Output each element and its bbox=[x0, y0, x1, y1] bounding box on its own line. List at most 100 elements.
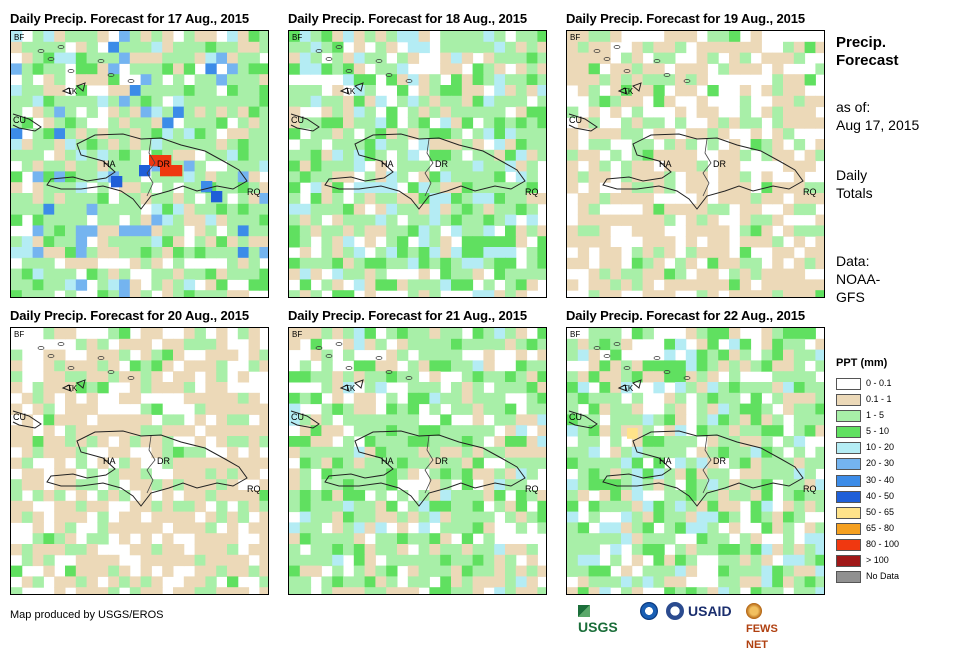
precip-cell bbox=[750, 587, 762, 594]
precip-cell bbox=[483, 106, 495, 118]
precip-cell bbox=[205, 214, 217, 226]
precip-cell bbox=[332, 41, 344, 54]
precip-cell bbox=[97, 63, 109, 75]
precip-cell bbox=[750, 193, 762, 205]
precip-cell bbox=[599, 338, 611, 351]
ha-label: HA bbox=[103, 159, 116, 169]
precip-cell bbox=[610, 279, 622, 291]
precip-cell bbox=[440, 349, 452, 361]
islet-outline bbox=[37, 49, 45, 53]
precip-cell bbox=[739, 171, 752, 183]
precip-cell bbox=[227, 436, 239, 448]
legend-label: 80 - 100 bbox=[866, 538, 900, 549]
legend-swatch bbox=[836, 522, 861, 535]
precip-cell bbox=[227, 554, 239, 567]
precip-cell bbox=[237, 106, 250, 118]
precip-cell bbox=[259, 41, 268, 54]
precip-cell bbox=[227, 182, 239, 194]
precip-cell bbox=[183, 587, 196, 594]
precip-cell bbox=[610, 268, 622, 280]
precip-cell bbox=[397, 468, 409, 480]
precip-cell bbox=[160, 155, 172, 167]
precip-cell bbox=[515, 500, 528, 513]
precip-cell bbox=[310, 63, 322, 75]
precip-cell bbox=[364, 436, 376, 448]
islet-outline bbox=[325, 57, 333, 61]
precip-cell bbox=[140, 382, 152, 394]
precip-cell bbox=[621, 338, 633, 351]
precip-cell bbox=[375, 533, 387, 545]
precip-cell bbox=[526, 85, 538, 97]
precip-cell bbox=[162, 290, 174, 297]
precip-cell bbox=[343, 74, 355, 86]
precip-cell bbox=[205, 236, 217, 248]
precip-cell bbox=[483, 236, 495, 248]
precip-cell bbox=[97, 338, 109, 351]
precip-cell bbox=[43, 490, 55, 502]
precip-cell bbox=[815, 522, 824, 534]
precip-cell bbox=[610, 436, 622, 448]
precip-cell bbox=[472, 338, 484, 351]
precip-cell bbox=[451, 490, 463, 502]
precip-cell bbox=[43, 382, 55, 394]
precip-cell bbox=[761, 446, 773, 459]
precip-cell bbox=[610, 479, 622, 491]
precip-cell bbox=[227, 403, 239, 415]
precip-cell bbox=[407, 533, 420, 545]
precip-cell bbox=[577, 85, 590, 97]
precip-cell bbox=[227, 41, 239, 54]
precip-cell bbox=[75, 414, 88, 426]
precip-cell bbox=[537, 446, 546, 459]
precip-cell bbox=[599, 171, 611, 183]
precip-cell bbox=[537, 500, 546, 513]
precip-cell bbox=[515, 182, 528, 194]
precip-cell bbox=[505, 279, 517, 291]
precip-cell bbox=[815, 290, 824, 297]
precip-cell bbox=[97, 436, 109, 448]
precip-cell bbox=[483, 403, 495, 415]
precip-cell bbox=[815, 425, 824, 437]
precip-cell bbox=[429, 85, 441, 97]
precip-cell bbox=[343, 511, 355, 523]
precip-cell bbox=[429, 338, 441, 351]
precip-cell bbox=[54, 139, 66, 151]
precip-cell bbox=[707, 85, 719, 97]
precip-cell bbox=[494, 414, 506, 426]
precip-cell bbox=[353, 203, 366, 216]
precip-cell bbox=[685, 182, 698, 194]
precip-cell bbox=[631, 171, 644, 183]
precip-cell bbox=[353, 457, 366, 469]
precip-cell bbox=[631, 533, 644, 545]
precip-cell bbox=[761, 382, 773, 394]
precip-cell bbox=[588, 225, 600, 237]
precip-cell bbox=[151, 74, 163, 86]
precip-cell bbox=[729, 414, 741, 426]
precip-cell bbox=[289, 576, 301, 588]
precip-cell bbox=[183, 149, 196, 162]
precip-cell bbox=[642, 500, 654, 513]
precip-cell bbox=[375, 117, 387, 129]
precip-cell bbox=[129, 392, 142, 405]
precip-cell bbox=[140, 117, 152, 129]
precip-cell bbox=[43, 117, 55, 129]
precip-cell bbox=[205, 128, 217, 140]
precip-cell bbox=[332, 268, 344, 280]
precip-cell bbox=[216, 360, 228, 372]
precip-cell bbox=[772, 360, 784, 372]
precip-cell bbox=[577, 544, 590, 556]
precip-cell bbox=[685, 522, 698, 534]
precip-cell bbox=[696, 203, 708, 216]
legend-label: No Data bbox=[866, 571, 900, 582]
precip-cell bbox=[588, 360, 600, 372]
precip-cell bbox=[729, 403, 741, 415]
precip-cell bbox=[783, 247, 795, 259]
precip-cell bbox=[97, 554, 109, 567]
precip-cell bbox=[289, 328, 301, 340]
rq-label: RQ bbox=[803, 187, 817, 197]
precip-cell bbox=[577, 171, 590, 183]
precip-cell bbox=[194, 576, 206, 588]
precip-cell bbox=[804, 193, 816, 205]
precip-cell bbox=[750, 203, 762, 216]
precip-cell bbox=[162, 63, 174, 75]
precip-cell bbox=[353, 139, 366, 151]
